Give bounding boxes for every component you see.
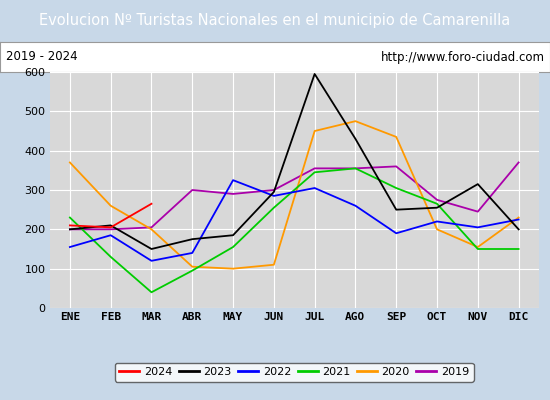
Text: 2019 - 2024: 2019 - 2024 <box>6 50 77 64</box>
Text: Evolucion Nº Turistas Nacionales en el municipio de Camarenilla: Evolucion Nº Turistas Nacionales en el m… <box>40 14 510 28</box>
Legend: 2024, 2023, 2022, 2021, 2020, 2019: 2024, 2023, 2022, 2021, 2020, 2019 <box>115 363 474 382</box>
Text: http://www.foro-ciudad.com: http://www.foro-ciudad.com <box>381 50 544 64</box>
